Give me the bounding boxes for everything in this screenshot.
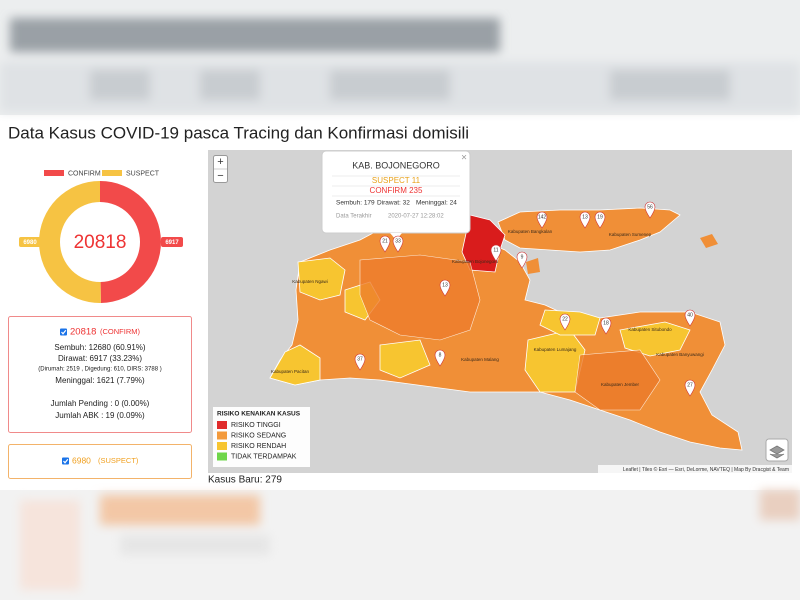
donut-value-label: 6917	[165, 240, 179, 246]
donut-segment	[38, 181, 101, 304]
map-marker[interactable]	[439, 279, 451, 297]
legend-swatch	[217, 452, 227, 461]
marker-label: 27	[687, 382, 693, 388]
map-marker[interactable]	[644, 201, 656, 219]
legend-swatch	[217, 431, 227, 440]
marker-label: 33	[395, 238, 401, 244]
map-marker[interactable]	[354, 353, 366, 371]
map-legend	[213, 407, 310, 467]
legend-swatch	[217, 421, 227, 429]
marker-label: 13	[582, 214, 588, 220]
donut-center: 20818	[74, 232, 127, 253]
map-marker[interactable]	[684, 379, 696, 397]
marker-label: 18	[603, 320, 609, 326]
region-label: Kabupaten Sumenep	[609, 232, 652, 237]
region-label: Kabupaten Jember	[601, 382, 640, 387]
popup-stat: Meninggal: 24	[416, 200, 457, 207]
layer-icon	[769, 445, 785, 459]
map-marker[interactable]	[516, 251, 528, 269]
marker-label: 13	[442, 282, 448, 288]
donut-value-label: 6980	[23, 240, 37, 246]
map-marker[interactable]	[434, 349, 446, 367]
legend-label: TIDAK TERDAMPAK	[231, 453, 297, 460]
new-cases: Kasus Baru: 279	[208, 475, 282, 486]
confirm-stat: (Dirumah: 2519 , Digedung: 610, DIRS: 37…	[38, 367, 161, 373]
map-marker[interactable]	[684, 309, 696, 327]
region-label: Kabupaten Lumajang	[534, 347, 577, 352]
legend-swatch	[44, 170, 64, 176]
region-label: Kabupaten Bangkalan	[508, 229, 553, 234]
popup-updated-value: 2020-07-27 12:28:02	[388, 214, 444, 220]
marker-label: 19	[597, 214, 603, 220]
confirm-stat: Meninggal: 1621 (7.79%)	[55, 376, 145, 385]
legend-label: RISIKO SEDANG	[231, 432, 286, 439]
marker-label: 56	[647, 204, 653, 210]
popup-stat: Sembuh: 179	[336, 200, 375, 207]
blurred-header-content	[0, 18, 800, 112]
marker-label: 142	[538, 214, 547, 220]
map-attribution: Leaflet | Tiles © Esri — Esri, DeLorme, …	[623, 466, 789, 473]
blurred-footer-content	[20, 490, 800, 590]
confirm-stat: Jumlah ABK : 19 (0.09%)	[55, 411, 145, 420]
marker-label: 9	[521, 254, 524, 260]
donut-segment	[100, 181, 161, 303]
zoom-in-button[interactable]: +	[217, 156, 223, 168]
marker-label: 8	[439, 352, 442, 358]
marker-label: 37	[357, 356, 363, 362]
map-marker[interactable]	[536, 211, 548, 229]
confirm-box	[8, 316, 192, 433]
marker-label: 22	[562, 316, 568, 322]
donut-value-badge	[19, 237, 41, 247]
legend-label: CONFIRM	[68, 170, 101, 177]
confirm-stat: Jumlah Pending : 0 (0.00%)	[51, 399, 150, 408]
region-label: Kabupaten Pacitan	[271, 369, 310, 374]
confirm-stat: Dirawat: 6917 (33.23%)	[58, 354, 142, 363]
marker-label: 21	[382, 238, 388, 244]
zoom-out-button[interactable]: −	[217, 170, 223, 182]
popup-updated-label: Data Terakhir	[336, 214, 372, 220]
suspect-value: 6980	[72, 455, 91, 465]
confirm-stat: Sembuh: 12680 (60.91%)	[54, 343, 146, 352]
map-zoom	[213, 155, 228, 183]
checkbox-tick	[61, 329, 67, 335]
map-marker[interactable]	[379, 235, 391, 253]
marker-label: 11	[493, 247, 498, 253]
region-label: Kabupaten Banyuwangi	[656, 352, 704, 357]
legend-swatch	[217, 442, 227, 450]
map-marker[interactable]	[490, 244, 502, 262]
popup-suspect: SUSPECT 11	[372, 176, 421, 185]
suspect-label: (SUSPECT)	[98, 456, 139, 465]
page-title: Data Kasus COVID-19 pasca Tracing dan Ko…	[8, 123, 469, 142]
map-marker[interactable]	[600, 317, 612, 335]
map-land	[269, 207, 743, 451]
region-label: Kabupaten Bojonegoro	[452, 259, 499, 264]
attribution-bg	[598, 465, 792, 473]
map-marker[interactable]	[579, 211, 591, 229]
checkbox[interactable]	[62, 457, 69, 465]
suspect-box	[8, 444, 192, 479]
map-marker[interactable]	[392, 235, 404, 253]
popup-title: KAB. BOJONEGORO	[352, 160, 440, 170]
confirm-value: 20818	[70, 327, 96, 338]
donut-value-badge	[161, 237, 183, 247]
region-label: Kabupaten Malang	[461, 357, 499, 362]
legend-swatch	[102, 170, 122, 176]
marker-label: 40	[687, 312, 693, 318]
map-marker[interactable]	[594, 211, 606, 229]
legend-title: RISIKO KENAIKAN KASUS	[217, 411, 301, 418]
popup-stat: Dirawat: 32	[377, 200, 410, 207]
legend-label: RISIKO RENDAH	[231, 443, 286, 450]
legend-label: SUSPECT	[126, 170, 160, 177]
popup-close[interactable]: ×	[461, 153, 467, 164]
popup-confirm: CONFIRM 235	[370, 186, 423, 195]
legend-label: RISIKO TINGGI	[231, 422, 281, 429]
region-label: Kabupaten Ngawi	[292, 279, 328, 284]
confirm-label: (CONFIRM)	[100, 327, 140, 336]
map-marker[interactable]	[559, 313, 571, 331]
checkbox[interactable]	[60, 328, 67, 336]
checkbox-tick	[63, 458, 69, 464]
region-label: Kabupaten Situbondo	[628, 327, 672, 332]
